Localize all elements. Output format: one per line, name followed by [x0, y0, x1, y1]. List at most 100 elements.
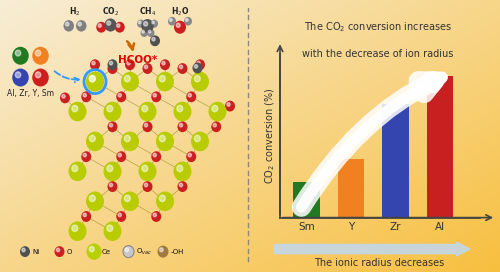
Circle shape	[104, 221, 122, 241]
Circle shape	[142, 165, 148, 172]
Circle shape	[160, 248, 163, 252]
Circle shape	[191, 72, 209, 91]
Circle shape	[142, 181, 152, 192]
Circle shape	[151, 211, 161, 222]
Circle shape	[140, 29, 148, 37]
Circle shape	[68, 162, 86, 181]
Circle shape	[227, 103, 230, 106]
Circle shape	[125, 59, 135, 70]
Circle shape	[144, 21, 148, 26]
Circle shape	[36, 50, 41, 56]
Circle shape	[180, 65, 182, 69]
Text: HCOO*: HCOO*	[118, 55, 157, 65]
Circle shape	[72, 165, 78, 172]
Circle shape	[90, 135, 96, 142]
Circle shape	[186, 91, 196, 102]
FancyArrow shape	[274, 242, 470, 256]
Text: Ce: Ce	[102, 249, 110, 255]
Circle shape	[32, 69, 49, 86]
Circle shape	[118, 153, 122, 157]
Text: Al, Zr, Y, Sm: Al, Zr, Y, Sm	[7, 89, 54, 98]
Circle shape	[32, 47, 49, 65]
Circle shape	[124, 135, 130, 142]
Circle shape	[92, 61, 95, 65]
Circle shape	[153, 153, 156, 157]
Circle shape	[152, 21, 154, 24]
Circle shape	[151, 151, 161, 162]
Circle shape	[150, 20, 158, 28]
Circle shape	[147, 29, 154, 37]
Text: -OH: -OH	[170, 249, 184, 255]
Circle shape	[142, 121, 152, 132]
Circle shape	[186, 151, 196, 162]
Circle shape	[138, 21, 141, 24]
Circle shape	[60, 92, 70, 103]
Circle shape	[86, 191, 104, 211]
Circle shape	[156, 132, 174, 151]
Circle shape	[81, 211, 91, 222]
Circle shape	[72, 105, 78, 112]
Circle shape	[56, 248, 59, 252]
Circle shape	[180, 123, 182, 127]
Circle shape	[124, 195, 130, 202]
Circle shape	[110, 61, 112, 65]
Circle shape	[81, 151, 91, 162]
Circle shape	[178, 181, 188, 192]
Circle shape	[104, 102, 122, 121]
Circle shape	[151, 91, 161, 102]
Circle shape	[86, 72, 104, 91]
Circle shape	[118, 213, 122, 217]
Circle shape	[125, 248, 128, 252]
Circle shape	[90, 246, 94, 252]
Circle shape	[107, 165, 113, 172]
Circle shape	[118, 93, 122, 97]
Circle shape	[110, 183, 112, 187]
Circle shape	[20, 246, 30, 257]
Circle shape	[64, 20, 74, 32]
Circle shape	[110, 65, 112, 69]
Circle shape	[36, 72, 41, 78]
FancyArrowPatch shape	[54, 71, 79, 82]
Circle shape	[178, 121, 188, 132]
Circle shape	[137, 20, 144, 28]
Circle shape	[124, 75, 130, 82]
Circle shape	[104, 162, 122, 181]
Circle shape	[90, 75, 96, 82]
Circle shape	[160, 59, 170, 70]
Circle shape	[144, 123, 148, 127]
Circle shape	[168, 17, 176, 26]
Circle shape	[153, 213, 156, 217]
Circle shape	[116, 24, 120, 27]
Circle shape	[108, 181, 118, 192]
FancyArrowPatch shape	[302, 77, 442, 207]
Circle shape	[177, 165, 183, 172]
Circle shape	[178, 63, 188, 74]
Circle shape	[153, 93, 156, 97]
Circle shape	[115, 22, 125, 33]
Circle shape	[170, 18, 172, 21]
Circle shape	[12, 47, 29, 65]
Circle shape	[162, 61, 165, 65]
Circle shape	[106, 21, 110, 25]
Circle shape	[16, 72, 20, 78]
Circle shape	[144, 65, 148, 69]
Circle shape	[148, 30, 151, 33]
Circle shape	[158, 246, 168, 258]
Circle shape	[86, 72, 104, 91]
Circle shape	[16, 50, 20, 56]
Circle shape	[121, 191, 139, 211]
Circle shape	[98, 24, 102, 27]
Circle shape	[144, 183, 148, 187]
Bar	[294, 182, 320, 218]
Circle shape	[197, 61, 200, 65]
Text: The ionic radius decreases: The ionic radius decreases	[314, 258, 444, 268]
Circle shape	[142, 105, 148, 112]
Text: Ni: Ni	[32, 249, 40, 255]
Circle shape	[188, 153, 192, 157]
Circle shape	[142, 63, 152, 74]
Circle shape	[138, 102, 156, 121]
Circle shape	[127, 61, 130, 65]
Circle shape	[62, 94, 65, 98]
Circle shape	[22, 248, 25, 252]
Circle shape	[107, 105, 113, 112]
